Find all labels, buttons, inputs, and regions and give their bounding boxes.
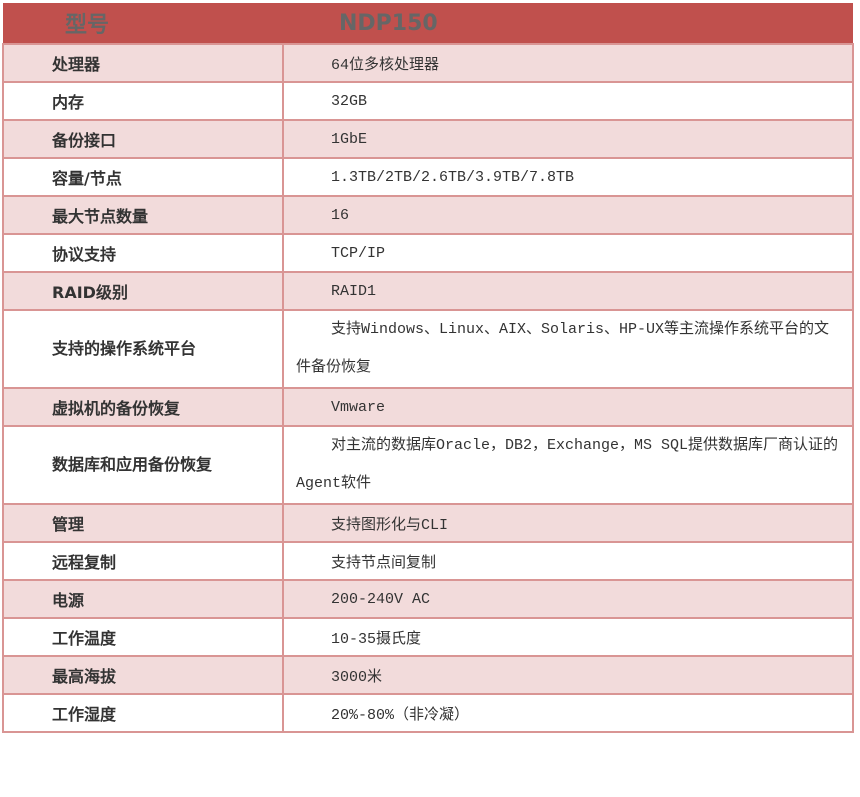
- spec-value: 对主流的数据库Oracle，DB2，Exchange，MS SQL提供数据库厂商…: [282, 425, 854, 505]
- table-row: 备份接口 1GbE: [2, 119, 854, 159]
- spec-label: 容量/节点: [2, 157, 284, 197]
- spec-label: 最大节点数量: [2, 195, 284, 235]
- spec-label: 内存: [2, 81, 284, 121]
- header-model-label: 型号: [3, 3, 283, 44]
- table-row: RAID级别 RAID1: [2, 271, 854, 311]
- table-row: 协议支持 TCP/IP: [2, 233, 854, 273]
- spec-label: 协议支持: [2, 233, 284, 273]
- spec-label: 管理: [2, 503, 284, 543]
- table-row: 处理器 64位多核处理器: [2, 43, 854, 83]
- table-row: 管理 支持图形化与CLI: [2, 503, 854, 543]
- spec-value: 支持图形化与CLI: [282, 503, 854, 543]
- spec-label: 远程复制: [2, 541, 284, 581]
- spec-value: 200-240V AC: [282, 579, 854, 619]
- spec-label: 备份接口: [2, 119, 284, 159]
- spec-label: 虚拟机的备份恢复: [2, 387, 284, 427]
- spec-value: 1.3TB/2TB/2.6TB/3.9TB/7.8TB: [282, 157, 854, 197]
- spec-value: 3000米: [282, 655, 854, 695]
- table-row: 电源 200-240V AC: [2, 579, 854, 619]
- spec-value: 32GB: [282, 81, 854, 121]
- spec-value: 支持Windows、Linux、AIX、Solaris、HP-UX等主流操作系统…: [282, 309, 854, 389]
- spec-value: 支持节点间复制: [282, 541, 854, 581]
- table-row: 远程复制 支持节点间复制: [2, 541, 854, 581]
- spec-label: 电源: [2, 579, 284, 619]
- table-row: 最高海拔 3000米: [2, 655, 854, 695]
- spec-label: 工作湿度: [2, 693, 284, 733]
- table-row: 虚拟机的备份恢复 Vmware: [2, 387, 854, 427]
- table-row: 数据库和应用备份恢复 对主流的数据库Oracle，DB2，Exchange，MS …: [2, 425, 854, 505]
- spec-value: 10-35摄氏度: [282, 617, 854, 657]
- header-model-value: NDP150: [283, 3, 853, 44]
- table-row: 最大节点数量 16: [2, 195, 854, 235]
- spec-label: RAID级别: [2, 271, 284, 311]
- table-row: 内存 32GB: [2, 81, 854, 121]
- spec-value: 16: [282, 195, 854, 235]
- table-row: 工作湿度 20%-80%（非冷凝）: [2, 693, 854, 733]
- spec-label: 处理器: [2, 43, 284, 83]
- spec-value: 1GbE: [282, 119, 854, 159]
- spec-value: 20%-80%（非冷凝）: [282, 693, 854, 733]
- table-row: 容量/节点 1.3TB/2TB/2.6TB/3.9TB/7.8TB: [2, 157, 854, 197]
- spec-value: 64位多核处理器: [282, 43, 854, 83]
- spec-value: RAID1: [282, 271, 854, 311]
- spec-label: 工作温度: [2, 617, 284, 657]
- spec-label: 数据库和应用备份恢复: [2, 425, 284, 505]
- table-row: 支持的操作系统平台 支持Windows、Linux、AIX、Solaris、HP-…: [2, 309, 854, 389]
- spec-label: 支持的操作系统平台: [2, 309, 284, 389]
- spec-value: Vmware: [282, 387, 854, 427]
- spec-label: 最高海拔: [2, 655, 284, 695]
- table-header-row: 型号 NDP150: [3, 3, 853, 44]
- table-row: 工作温度 10-35摄氏度: [2, 617, 854, 657]
- spec-table: 型号 NDP150 处理器 64位多核处理器 内存 32GB 备份接口 1GbE 容量/节点…: [2, 3, 854, 733]
- spec-value: TCP/IP: [282, 233, 854, 273]
